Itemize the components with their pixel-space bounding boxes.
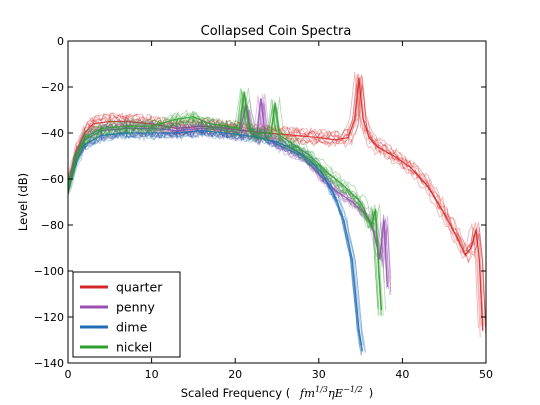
trace-penny xyxy=(68,93,392,279)
trace-main-nickel xyxy=(67,91,383,311)
trace-quarter xyxy=(67,73,483,324)
trace-penny xyxy=(67,98,388,284)
trace-dime xyxy=(67,122,364,346)
trace-nickel xyxy=(67,88,380,310)
legend: quarter penny dime nickel xyxy=(72,271,181,358)
y-tick-label: −80 xyxy=(41,219,64,232)
series-layer xyxy=(67,72,487,356)
trace-quarter xyxy=(67,72,479,328)
x-tick-label: 40 xyxy=(395,368,409,381)
y-tick-label: −40 xyxy=(41,127,64,140)
trace-dime xyxy=(67,127,362,356)
trace-nickel xyxy=(67,90,382,311)
chart-title: Collapsed Coin Spectra xyxy=(201,24,352,39)
trace-dime xyxy=(68,128,366,353)
x-tick-label: 0 xyxy=(65,368,72,381)
trace-penny xyxy=(67,98,388,282)
trace-dime xyxy=(67,127,363,354)
y-tick-label: −20 xyxy=(41,81,64,94)
trace-penny xyxy=(67,94,390,283)
trace-penny xyxy=(68,101,392,296)
legend-label-dime: dime xyxy=(116,320,148,335)
legend-label-quarter: quarter xyxy=(116,280,163,295)
y-tick-label: −140 xyxy=(34,357,64,370)
trace-dime xyxy=(67,129,363,356)
x-axis-title-math-mid: ηE xyxy=(328,386,344,400)
y-axis-title: Level (dB) xyxy=(16,173,30,231)
series-nickel xyxy=(67,87,387,317)
trace-dime xyxy=(67,129,364,352)
y-tick-label: −60 xyxy=(41,173,64,186)
legend-label-penny: penny xyxy=(116,300,155,315)
x-tick-label: 50 xyxy=(479,368,493,381)
legend-label-nickel: nickel xyxy=(116,340,152,355)
series-dime xyxy=(67,121,366,356)
x-tick-label: 20 xyxy=(228,368,242,381)
trace-main-dime xyxy=(67,130,363,352)
x-axis-title-math: fm xyxy=(299,386,315,400)
x-axis-title-sup2: −1/2 xyxy=(343,385,363,394)
y-tick-label: −120 xyxy=(34,311,64,324)
trace-nickel xyxy=(67,97,382,317)
trace-quarter xyxy=(68,74,486,327)
y-ticks: 0 −20 −40 −60 −80 −100 −120 −140 xyxy=(34,35,486,370)
y-tick-label: −100 xyxy=(34,265,64,278)
trace-main-quarter xyxy=(67,77,484,331)
x-axis-title: Scaled Frequency ( fm1/3ηE−1/2) xyxy=(181,385,374,400)
x-axis-title-close: ) xyxy=(369,386,374,400)
y-tick-label: 0 xyxy=(57,35,64,48)
x-tick-label: 30 xyxy=(312,368,326,381)
plot-frame xyxy=(67,40,487,364)
x-tick-label: 10 xyxy=(145,368,159,381)
trace-nickel xyxy=(68,87,387,311)
trace-nickel xyxy=(67,98,379,317)
trace-penny xyxy=(67,102,390,289)
trace-penny xyxy=(67,98,388,290)
x-axis-title-sup1: 1/3 xyxy=(315,385,328,394)
trace-dime xyxy=(67,121,361,346)
trace-nickel xyxy=(67,96,383,316)
x-ticks: 0 10 20 30 40 50 xyxy=(65,41,493,381)
x-axis-title-text: Scaled Frequency ( xyxy=(181,386,290,400)
trace-quarter xyxy=(67,84,481,338)
